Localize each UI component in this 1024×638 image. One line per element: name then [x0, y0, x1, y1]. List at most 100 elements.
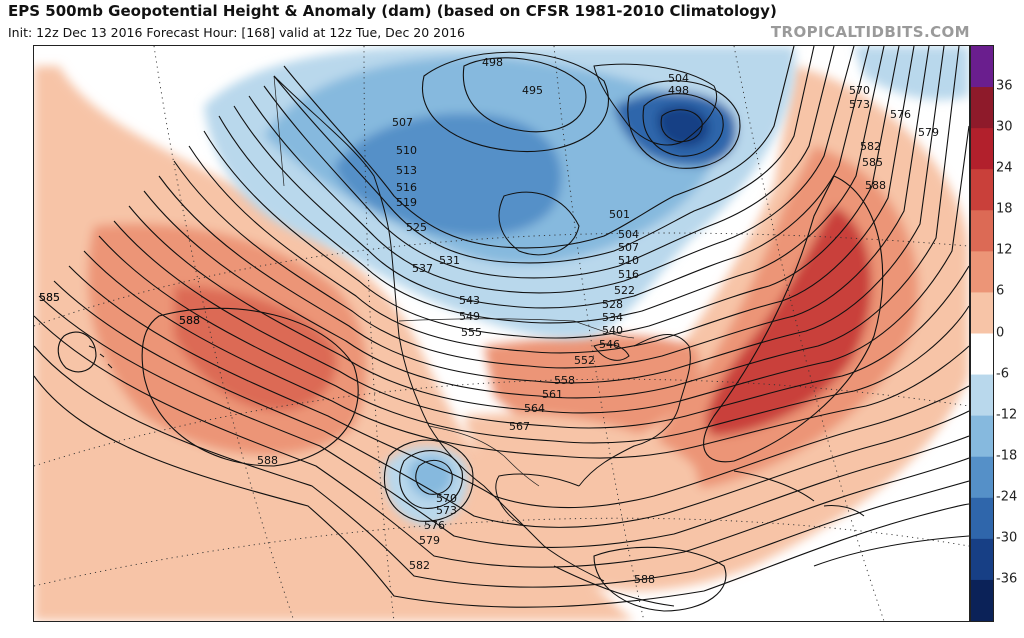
colorbar-swatch — [971, 169, 993, 211]
coast-south-america — [813, 535, 969, 567]
contour-label: 561 — [542, 388, 563, 401]
coast-hispaniola — [823, 505, 865, 517]
contour-label: 507 — [618, 241, 639, 254]
colorbar-swatch — [971, 415, 993, 458]
border-us-mexico — [428, 425, 540, 487]
colorbar-swatch — [971, 210, 993, 252]
contour-label: 558 — [554, 374, 575, 387]
contour-label: 579 — [918, 126, 939, 139]
coast-hawaii — [88, 345, 113, 369]
contour-label: 576 — [424, 519, 445, 532]
colorbar-swatch — [971, 538, 993, 581]
contour-label: 588 — [257, 454, 278, 467]
contour-label: 585 — [39, 291, 60, 304]
contour-label: 573 — [436, 504, 457, 517]
contour-label: 516 — [618, 268, 639, 281]
contour-label: 585 — [39, 291, 60, 304]
anomaly-map: 498 495 504 498 507 510 513 516 519 525 531 537 543 5… — [33, 45, 970, 622]
colorbar-tick-label: 30 — [996, 119, 1013, 135]
contour-588-atlantic — [703, 175, 884, 463]
coast-hudson-bay — [498, 191, 580, 256]
colorbar-swatch — [971, 251, 993, 293]
contour-north-1 — [462, 57, 587, 133]
contour-588-pacific — [141, 307, 359, 467]
colorbar-swatches — [971, 46, 993, 621]
contour-north-2 — [422, 51, 610, 153]
contour-label: 537 — [412, 262, 433, 275]
contour-585 — [34, 375, 969, 608]
contour-label: 570 — [436, 492, 457, 505]
ridge-gulf — [464, 413, 700, 587]
colorbar-tick-label: -18 — [996, 448, 1018, 464]
colorbar-tick-label: 36 — [996, 78, 1013, 94]
contour-564 — [98, 235, 969, 444]
contour-mexico-low-1 — [415, 459, 453, 495]
contour-519 — [233, 46, 870, 309]
coast-greenland — [593, 63, 718, 146]
contour-labels: 4984955044985075105135165195255315375435… — [39, 56, 939, 586]
contour-516 — [248, 46, 855, 294]
contour-576 — [38, 295, 969, 548]
contour-label: 528 — [602, 298, 623, 311]
coast-gulf — [495, 473, 580, 527]
contour-mexico-low-2 — [399, 450, 463, 509]
trough-northeast-pacific — [854, 46, 969, 100]
colorbar-tick-label: 0 — [996, 325, 1005, 340]
contour-513 — [263, 46, 835, 279]
colorbar-swatch — [971, 374, 993, 417]
contour-greenland-1 — [660, 109, 703, 143]
anomaly-colorbar — [970, 45, 994, 622]
contour-label: 543 — [459, 294, 480, 307]
contour-label: 588 — [179, 314, 200, 327]
colorbar-swatch — [971, 292, 993, 334]
border-alaska — [273, 75, 285, 187]
height-contours — [34, 46, 969, 612]
colorbar-swatch — [971, 128, 993, 170]
negative-anomaly-shading — [204, 46, 969, 526]
ridge-us-east — [484, 334, 701, 439]
contour-label: 567 — [509, 420, 530, 433]
colorbar-swatch — [971, 87, 993, 129]
contour-label: 579 — [419, 534, 440, 547]
contour-label: 546 — [599, 338, 620, 351]
contour-label: 513 — [396, 164, 417, 177]
contour-label: 588 — [179, 314, 200, 327]
contour-label: 573 — [849, 98, 870, 111]
contour-label: 552 — [574, 354, 595, 367]
contour-label: 588 — [634, 573, 655, 586]
contour-537 — [188, 46, 915, 354]
contour-588-caribbean — [593, 546, 727, 612]
contour-567 — [83, 250, 969, 459]
contour-label: 582 — [860, 140, 881, 153]
colorbar-swatch — [971, 497, 993, 540]
contour-label: 585 — [862, 156, 883, 169]
contour-525 — [218, 46, 885, 324]
contour-greenland-3 — [627, 80, 741, 169]
colorbar-tick-label: -36 — [996, 571, 1018, 587]
contour-label: 582 — [409, 559, 430, 572]
site-brand: TROPICALTIDBITS.COM — [770, 23, 970, 41]
contour-555 — [143, 46, 960, 399]
colorbar-swatch — [971, 333, 993, 376]
map-canvas: 4984955044985075105135165195255315375435… — [34, 46, 969, 621]
trough-canada-core — [334, 113, 562, 237]
colorbar-tick-label: -24 — [996, 489, 1018, 505]
colorbar-tick-label: -6 — [996, 366, 1009, 382]
border-us-canada — [398, 318, 635, 339]
contour-531 — [203, 46, 900, 339]
contour-label: 549 — [459, 310, 480, 323]
contour-label: 504 — [618, 228, 639, 241]
contour-label: 555 — [461, 326, 482, 339]
ridge-east-pacific-peak — [174, 286, 337, 411]
contour-507 — [283, 46, 795, 249]
colorbar-tick-label: 24 — [996, 160, 1013, 176]
graticule — [34, 46, 969, 621]
colorbar-tick-label: 6 — [996, 283, 1005, 299]
contour-543 — [173, 46, 930, 369]
colorbar-tick-label: -30 — [996, 530, 1018, 546]
colorbar-swatch — [971, 456, 993, 499]
contour-558 — [128, 125, 969, 414]
contour-label: 501 — [609, 208, 630, 221]
contour-label: 576 — [890, 108, 911, 121]
contour-hawaii-high — [57, 331, 97, 373]
